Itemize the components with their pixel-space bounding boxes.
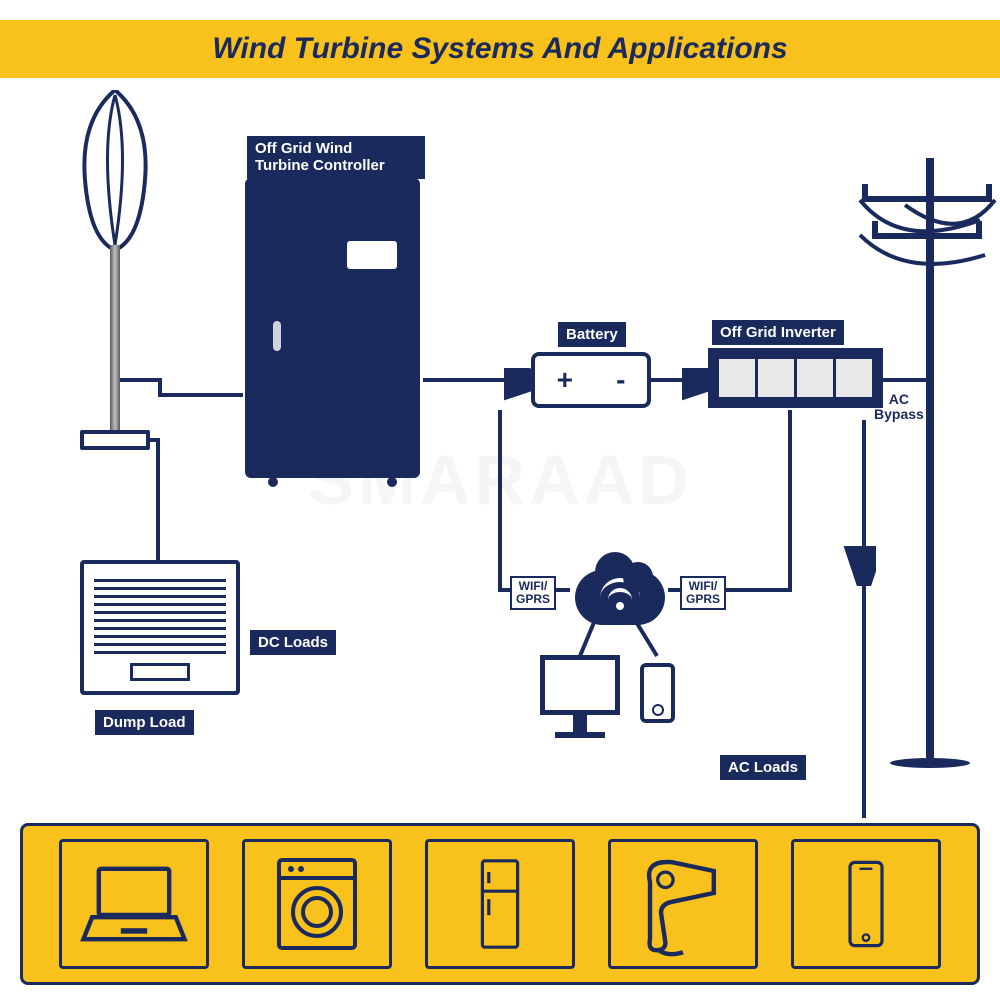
inverter-label: Off Grid Inverter	[712, 320, 844, 345]
controller-label: Off Grid Wind Turbine Controller	[247, 136, 425, 179]
appliances-bar	[20, 823, 980, 985]
washing-machine-icon	[242, 839, 392, 969]
monitor-stand	[573, 715, 587, 733]
inverter-icon	[708, 348, 883, 408]
cloud-icon	[575, 570, 665, 625]
phone-icon	[640, 663, 675, 723]
diagram-canvas: SMARAAD Wind Turbine Systems And Applica…	[0, 0, 1000, 1000]
controller-icon	[245, 178, 420, 478]
wind-turbine	[55, 90, 175, 460]
title-bar: Wind Turbine Systems And Applications	[0, 20, 1000, 78]
battery-neg: -	[616, 364, 625, 396]
dump-load-icon	[80, 560, 240, 695]
wifi-gprs-right-label: WIFI/ GPRS	[680, 576, 726, 610]
turbine-mast	[110, 245, 120, 435]
monitor-icon	[540, 655, 620, 715]
turbine-base	[80, 430, 150, 450]
battery-pos: +	[557, 364, 573, 396]
refrigerator-icon	[425, 839, 575, 969]
ac-loads-label: AC Loads	[720, 755, 806, 780]
turbine-rotor-icon	[70, 90, 160, 250]
battery-label: Battery	[558, 322, 626, 347]
smartphone-icon	[791, 839, 941, 969]
laptop-icon	[59, 839, 209, 969]
monitor-base	[555, 732, 605, 738]
page-title: Wind Turbine Systems And Applications	[212, 32, 787, 66]
dc-loads-label: DC Loads	[250, 630, 336, 655]
battery-icon: + -	[531, 352, 651, 408]
wifi-gprs-left-label: WIFI/ GPRS	[510, 576, 556, 610]
dump-load-label: Dump Load	[95, 710, 194, 735]
utility-pole-icon	[890, 148, 970, 768]
hair-dryer-icon	[608, 839, 758, 969]
